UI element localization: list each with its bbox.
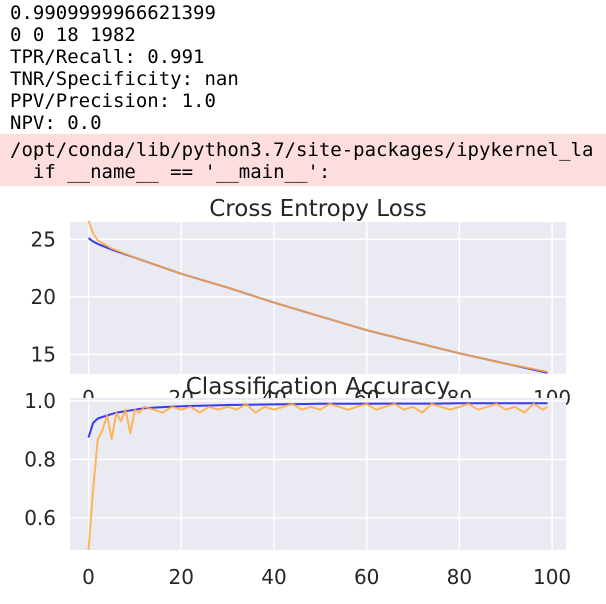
output-line-3: TPR/Recall: 0.991 (10, 46, 205, 68)
x-tick-label: 0 (82, 565, 95, 589)
plot-area (70, 398, 566, 550)
y-tick-label: 20 (31, 285, 56, 309)
series-line-2 (87, 220, 548, 373)
chart-1: 152025020406080100Cross Entropy Loss (31, 196, 572, 410)
plot-area (70, 222, 566, 374)
chart-title: Classification Accuracy (186, 374, 451, 400)
y-tick-label: 25 (31, 227, 56, 251)
chart-2: 0.6 0.8 1.0 0 20 40 60 80 100 Classification Accu… (24, 374, 571, 589)
output-line-1: 0.9909999966621399 (10, 2, 216, 24)
output-line-6: NPV: 0.0 (10, 112, 102, 134)
warning-line-1: /opt/conda/lib/python3.7/site-packages/i… (10, 139, 594, 161)
stderr-warning: /opt/conda/lib/python3.7/site-packages/i… (0, 134, 606, 186)
x-tick-label: 60 (354, 565, 379, 589)
y-tick-label: 0.6 (24, 506, 56, 530)
x-tick-label: 40 (261, 565, 286, 589)
warning-line-2: if __name__ == '__main__': (10, 161, 331, 183)
chart-title: Cross Entropy Loss (209, 196, 426, 222)
output-line-5: PPV/Precision: 1.0 (10, 90, 216, 112)
y-tick-label: 15 (31, 342, 56, 366)
x-tick-label: 100 (533, 565, 571, 589)
cell-output: 0.9909999966621399 0 0 18 1982 TPR/Recall:… (10, 2, 239, 134)
output-line-2: 0 0 18 1982 (10, 24, 136, 46)
series-line-1 (87, 402, 548, 438)
y-tick-label: 0.8 (24, 447, 56, 471)
output-line-4: TNR/Specificity: nan (10, 68, 239, 90)
x-tick-label: 80 (447, 565, 472, 589)
y-tick-label: 1.0 (24, 389, 56, 413)
x-tick-label: 20 (169, 565, 194, 589)
series-line-2 (87, 402, 549, 551)
